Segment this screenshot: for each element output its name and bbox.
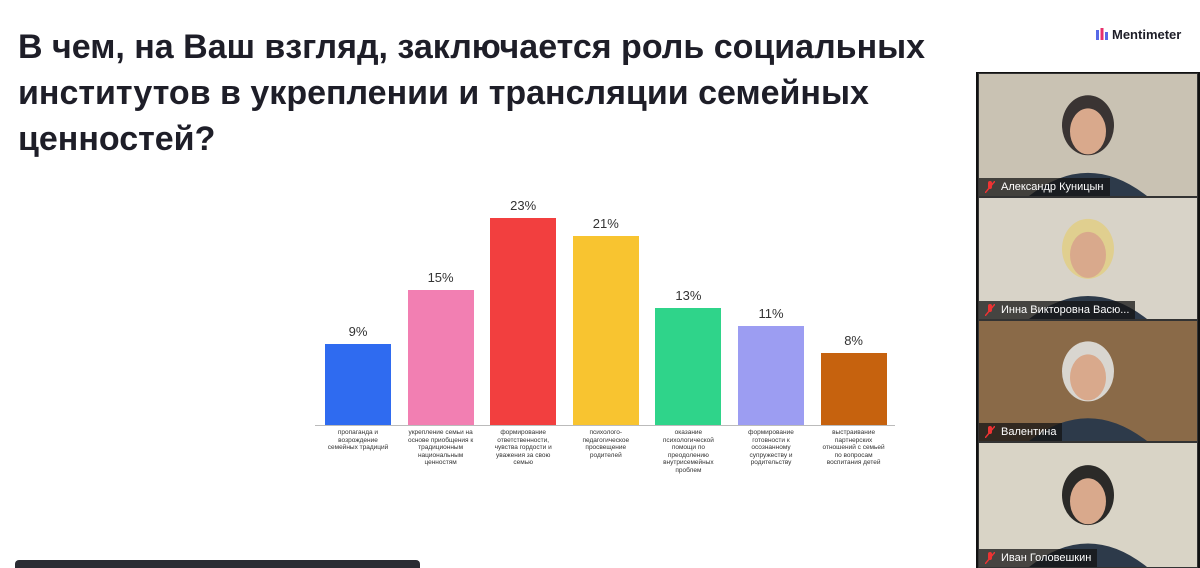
brand: Mentimeter: [1112, 27, 1182, 42]
category-label: оказание психологической помощи по преод…: [662, 429, 714, 474]
value-label: 11%: [758, 306, 784, 321]
video-tile: Александр Куницын: [978, 73, 1198, 197]
bar: [572, 236, 639, 425]
muted-icon: [985, 304, 995, 316]
category-label: выстраивание партнерских отношений с сем…: [822, 429, 885, 466]
value-label: 8%: [844, 333, 863, 348]
bar: [325, 344, 391, 425]
video-tile: Инна Викторовна Васю...: [978, 197, 1198, 320]
video-tile: Валентина: [978, 320, 1198, 442]
value-label: 13%: [675, 288, 702, 303]
baseline: [315, 425, 895, 426]
value-label: 23%: [510, 198, 537, 213]
value-label: 21%: [592, 216, 619, 231]
toolbar: [15, 560, 420, 568]
muted-icon: [985, 181, 995, 193]
category-label: психолого-педагогическое просвещение род…: [582, 429, 630, 459]
value-label: 15%: [427, 270, 454, 285]
video-tile: Иван Головешкин: [978, 442, 1198, 568]
participant-name: Александр Куницын: [979, 178, 1110, 196]
title-line: В чем, на Ваш взгляд, заключается роль с…: [18, 28, 926, 66]
bar: [490, 218, 557, 425]
video-panel: Александр Куницын Инна Викторовна Васю...…: [976, 72, 1200, 568]
category-label: формирование готовности к осознанному су…: [748, 429, 794, 466]
bar: [738, 326, 804, 425]
category-label: укрепление семьи на основе приобщения к …: [407, 429, 474, 466]
participant-name: Валентина: [979, 423, 1063, 441]
title-line: ценностей?: [18, 120, 216, 158]
participant-name: Иван Головешкин: [979, 549, 1098, 567]
value-label: 9%: [348, 324, 368, 339]
title-line: институтов в укреплении и трансляции сем…: [18, 74, 869, 112]
bar: [407, 290, 474, 425]
bar: [655, 308, 722, 425]
category-label: формирование ответственности, чувства го…: [494, 429, 552, 466]
participant-name: Инна Викторовна Васю...: [979, 301, 1136, 319]
muted-icon: [985, 552, 995, 564]
brand-logo: [1096, 28, 1108, 40]
muted-icon: [985, 426, 995, 438]
category-label: пропаганда и возрождение семейных традиц…: [327, 429, 389, 451]
bar: [820, 353, 887, 425]
